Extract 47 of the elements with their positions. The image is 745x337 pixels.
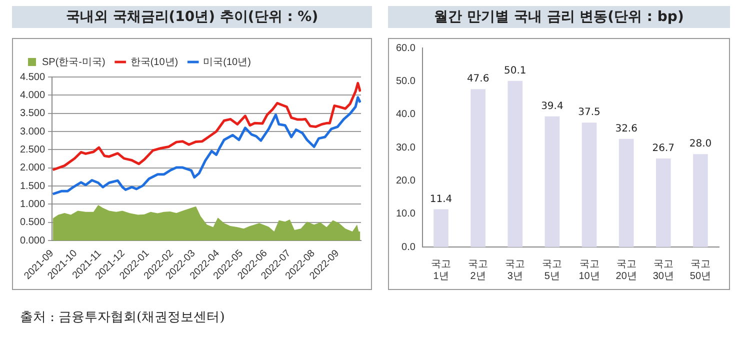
data-label: 26.7 (652, 143, 675, 154)
y-tick-label: 20.0 (396, 175, 416, 186)
legend-label: 미국(10년) (203, 56, 251, 68)
bar (656, 158, 671, 247)
y-tick-label: 1.000 (20, 198, 46, 210)
y-tick-label: 30.0 (396, 142, 416, 154)
y-tick-label: 40.0 (396, 109, 416, 120)
bar (582, 122, 597, 247)
y-tick-label: 0.500 (20, 217, 46, 228)
y-tick-label: 50.0 (396, 76, 416, 87)
chart-title: 국내외 국채금리(10년) 추이(단위 : %) (12, 6, 372, 28)
bar (508, 80, 523, 247)
bar (693, 154, 708, 247)
x-tick-label: 국고 20년 (616, 258, 637, 282)
y-tick-label: 0.0 (402, 242, 416, 253)
y-tick-label: 1.500 (20, 180, 46, 192)
bar (434, 209, 448, 247)
y-tick-label: 60.0 (396, 42, 416, 54)
y-tick-label: 4.000 (20, 90, 46, 101)
x-tick-label: 국고 2년 (468, 258, 488, 282)
bar (544, 116, 560, 247)
y-tick-label: 0.000 (20, 235, 46, 246)
data-label: 11.4 (430, 194, 452, 205)
bar (470, 89, 486, 247)
x-tick-label: 국고 1년 (430, 258, 451, 282)
y-tick-label: 3.000 (20, 126, 46, 138)
x-tick-label: 국고 50년 (690, 258, 712, 282)
legend-label: 한국(10년) (130, 56, 178, 68)
x-tick-label: 국고 5년 (542, 258, 562, 282)
y-tick-label: 10.0 (396, 208, 416, 220)
x-tick-label: 국고 3년 (505, 258, 526, 282)
chart-title: 월간 만기별 국내 금리 변동(단위 : bp) (388, 6, 730, 28)
y-tick-label: 2.500 (20, 144, 46, 156)
data-label: 47.6 (466, 74, 490, 85)
x-tick-label: 국고 30년 (652, 258, 674, 282)
bar (618, 138, 634, 247)
data-label: 39.4 (541, 100, 564, 112)
source-note: 출처 : 금융투자협회(채권정보센터) (20, 309, 225, 326)
y-tick-label: 4.500 (20, 72, 46, 83)
legend-label: SP(한국-미국) (42, 56, 106, 68)
data-label: 32.6 (615, 123, 638, 134)
data-label: 28.0 (689, 138, 712, 150)
y-tick-label: 2.000 (20, 162, 46, 174)
x-tick-label: 국고 10년 (578, 258, 600, 282)
y-tick-label: 3.500 (20, 108, 46, 120)
data-label: 37.5 (578, 107, 600, 118)
data-label: 50.1 (504, 65, 526, 76)
